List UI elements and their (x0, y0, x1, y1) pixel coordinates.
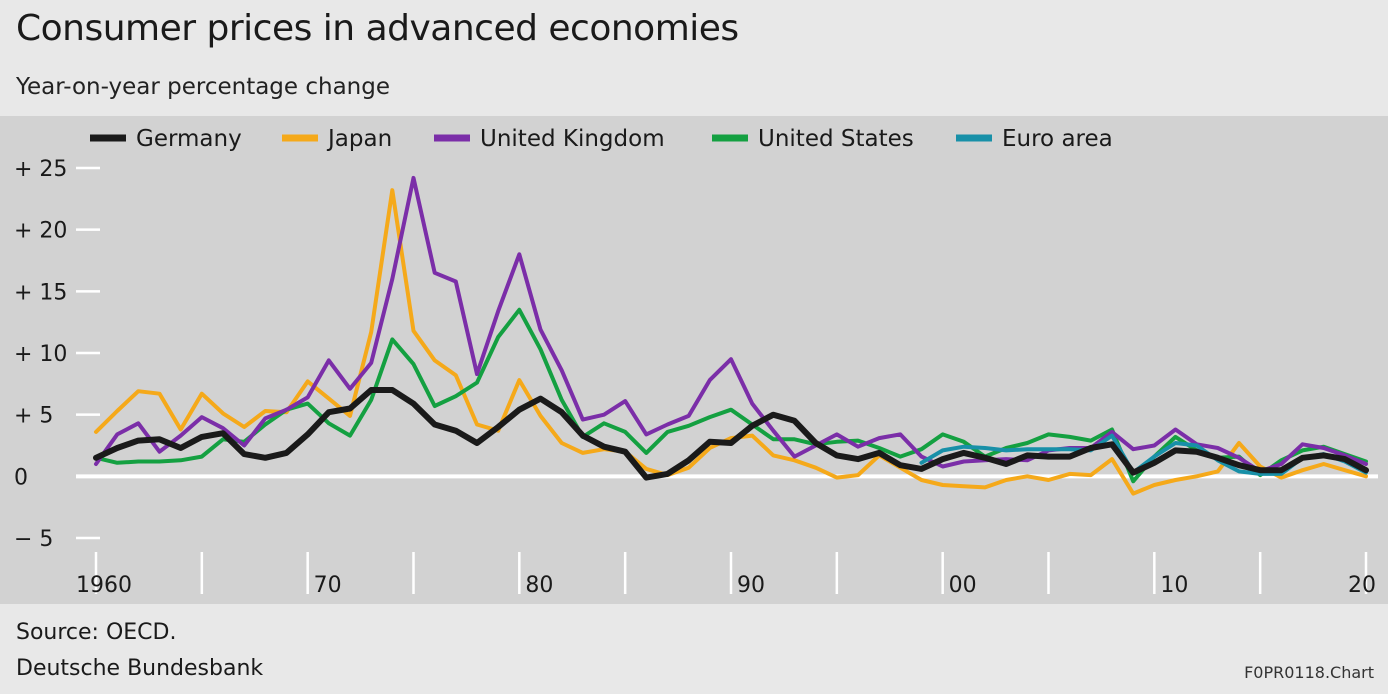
x-tick-label: 90 (737, 573, 765, 598)
series-line-united-kingdom (94, 175, 1368, 474)
legend-label-united-kingdom: United Kingdom (480, 126, 665, 152)
series-line-japan (94, 188, 1368, 496)
legend-label-germany: Germany (136, 126, 242, 152)
legend-label-japan: Japan (326, 126, 392, 152)
y-tick-label: + 25 (14, 157, 67, 182)
legend-label-euro-area: Euro area (1002, 126, 1113, 152)
legend-label-united-states: United States (758, 126, 914, 152)
x-tick-label: 70 (314, 573, 342, 598)
x-tick-label: 20 (1348, 573, 1376, 598)
chart-title: Consumer prices in advanced economies (16, 8, 739, 49)
source-note: Source: OECD. (16, 620, 177, 645)
y-tick-label: + 20 (14, 219, 67, 244)
y-tick-label: 0 (14, 465, 28, 490)
y-tick-label: + 10 (14, 342, 67, 367)
chart-subtitle: Year-on-year percentage change (16, 74, 391, 100)
y-tick-label: − 5 (14, 527, 53, 552)
y-tick-label: + 15 (14, 280, 67, 305)
line-chart: + 25 + 20 + 15 + 10 + 5 0 − 5 1960 70 80 90 00 10 20 G… (14, 126, 1378, 598)
chart-code: F0PR0118.Chart (1244, 663, 1374, 682)
x-tick-label: 00 (949, 573, 977, 598)
plot-area: + 25 + 20 + 15 + 10 + 5 0 − 5 1960 70 80 90 00 10 20 G… (0, 116, 1388, 604)
x-tick-label: 1960 (76, 573, 132, 598)
publisher-name: Deutsche Bundesbank (16, 656, 264, 681)
x-tick-label: 10 (1160, 573, 1188, 598)
y-tick-label: + 5 (14, 404, 53, 429)
x-tick-label: 80 (525, 573, 553, 598)
series-line-germany (93, 387, 1369, 481)
